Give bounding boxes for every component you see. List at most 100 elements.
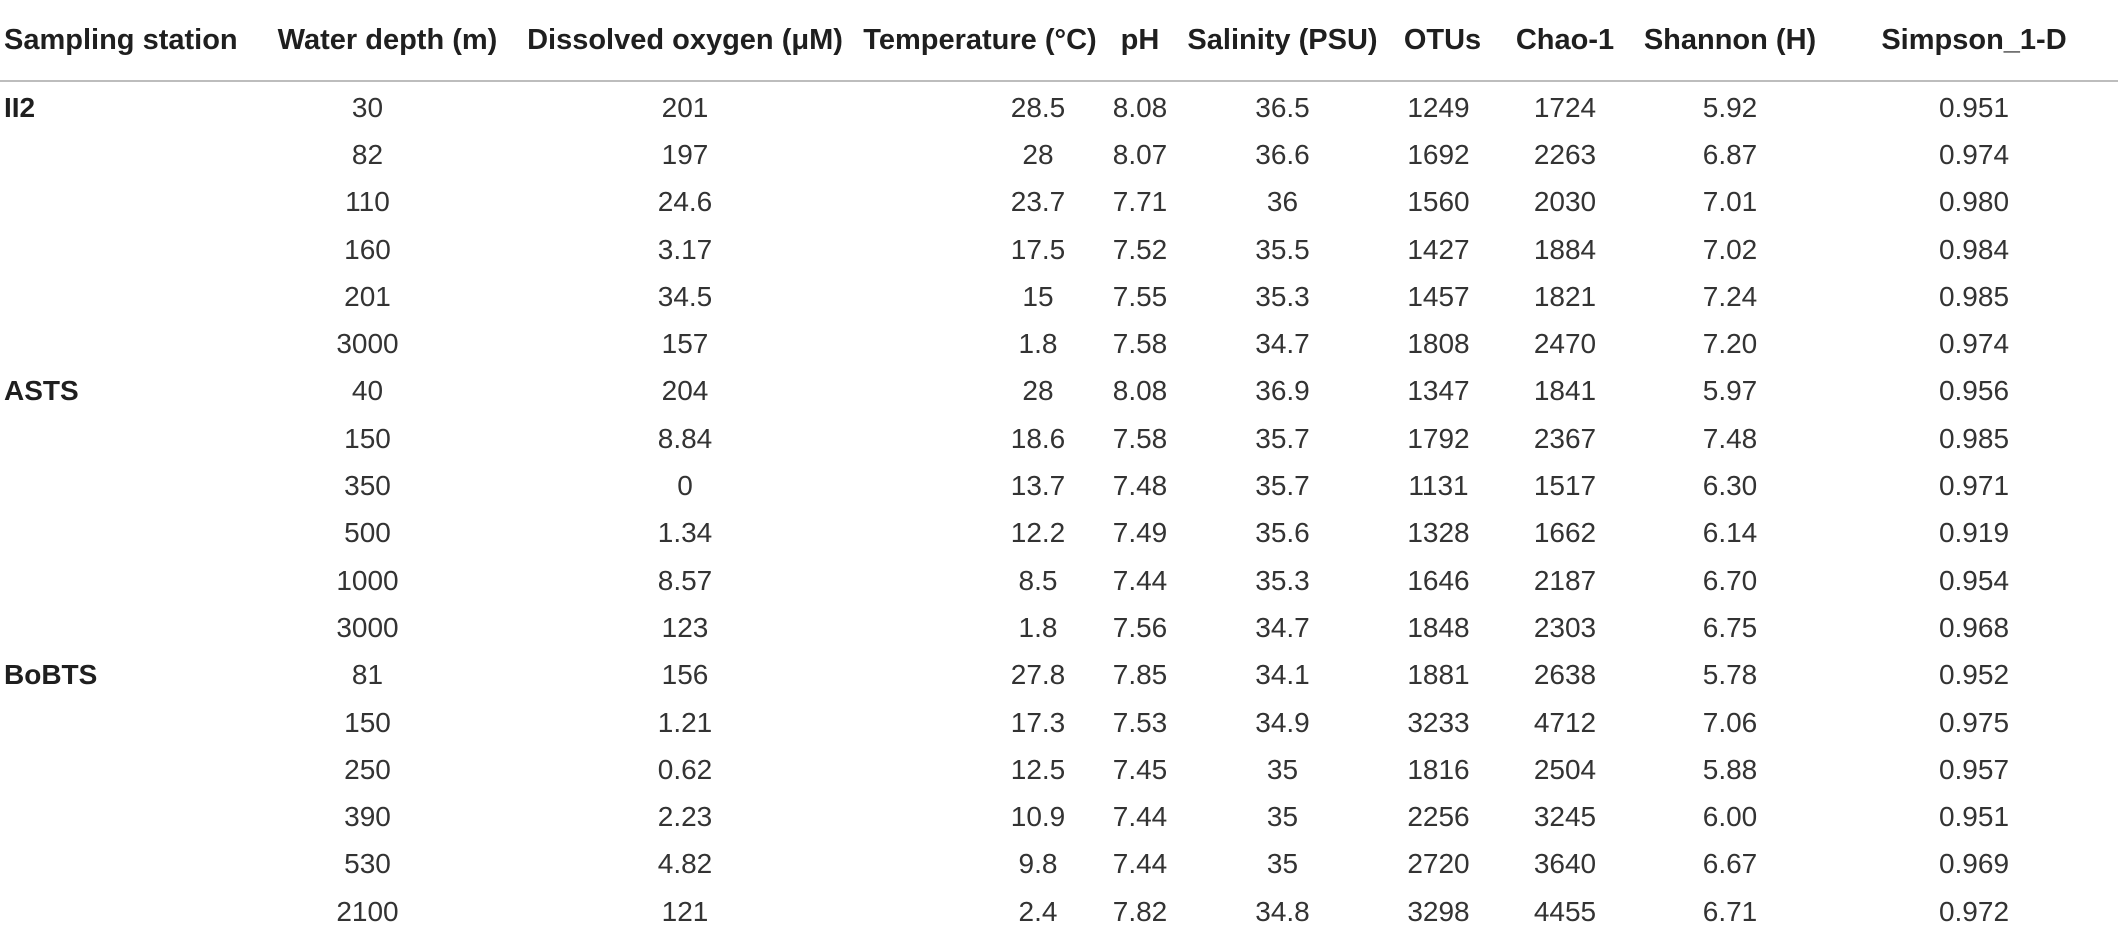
- cell-otus: 1816: [1407, 753, 1470, 785]
- cell-water-depth: 81: [351, 659, 384, 691]
- cell-water-depth: 3000: [336, 328, 399, 360]
- cell-temperature: 10.9: [1010, 801, 1066, 833]
- table-row: 150 8.84 18.6 7.58 35.7 1792 2367 7.48 0.985: [0, 415, 2118, 462]
- cell-simpson: 0.985: [1938, 422, 2010, 454]
- cell-ph: 7.48: [1112, 470, 1168, 502]
- cell-water-depth: 150: [344, 706, 391, 738]
- table-row: 150 1.21 17.3 7.53 34.9 3233 4712 7.06 0.975: [0, 699, 2118, 746]
- cell-simpson: 0.952: [1938, 659, 2010, 691]
- cell-otus: 1808: [1407, 328, 1470, 360]
- cell-shannon: 6.87: [1702, 138, 1758, 170]
- cell-sampling-station: II2: [4, 91, 36, 123]
- cell-shannon: 7.48: [1702, 422, 1758, 454]
- cell-otus: 1457: [1407, 280, 1470, 312]
- cell-dissolved-oxygen: 4.82: [657, 848, 713, 880]
- cell-temperature: 28: [1022, 375, 1054, 407]
- cell-chao1: 2187: [1533, 564, 1597, 596]
- cell-dissolved-oxygen: 201: [661, 91, 709, 123]
- cell-shannon: 7.24: [1702, 280, 1758, 312]
- cell-dissolved-oxygen: 204: [661, 375, 709, 407]
- cell-water-depth: 110: [345, 186, 390, 218]
- cell-water-depth: 3000: [336, 611, 399, 643]
- cell-otus: 1792: [1407, 422, 1470, 454]
- cell-salinity: 35: [1266, 801, 1299, 833]
- cell-sampling-station: [0, 320, 265, 367]
- cell-ph: 7.85: [1112, 659, 1168, 691]
- cell-shannon: 6.67: [1702, 848, 1758, 880]
- table-row: 500 1.34 12.2 7.49 35.6 1328 1662 6.14 0.919: [0, 510, 2118, 557]
- cell-ph: 7.55: [1112, 280, 1168, 312]
- header-temperature: Temperature (°C): [860, 0, 1100, 82]
- cell-chao1: 3245: [1533, 801, 1597, 833]
- cell-shannon: 6.14: [1702, 517, 1758, 549]
- cell-salinity: 35.7: [1255, 422, 1310, 454]
- cell-ph: 7.44: [1112, 564, 1168, 596]
- cell-water-depth: 500: [344, 517, 391, 549]
- cell-salinity: 35.6: [1255, 517, 1310, 549]
- cell-dissolved-oxygen: 3.17: [657, 233, 713, 265]
- cell-ph: 7.82: [1112, 895, 1168, 927]
- cell-temperature: 13.7: [1010, 470, 1066, 502]
- cell-shannon: 5.92: [1702, 91, 1758, 123]
- cell-ph: 8.07: [1112, 138, 1168, 170]
- cell-ph: 7.49: [1112, 517, 1168, 549]
- cell-simpson: 0.957: [1938, 753, 2010, 785]
- cell-simpson: 0.984: [1938, 233, 2010, 265]
- cell-salinity: 35.3: [1255, 280, 1310, 312]
- cell-chao1: 1517: [1533, 470, 1597, 502]
- cell-shannon: 7.06: [1702, 706, 1758, 738]
- cell-shannon: 5.97: [1702, 375, 1758, 407]
- cell-temperature: 27.8: [1010, 659, 1066, 691]
- cell-water-depth: 160: [344, 233, 391, 265]
- cell-chao1: 1841: [1533, 375, 1597, 407]
- header-sampling-station: Sampling station: [0, 0, 265, 82]
- table-row: ASTS 40 204 28 8.08 36.9 1347 1841 5.97 0.956: [0, 368, 2118, 415]
- cell-otus: 1427: [1407, 233, 1470, 265]
- cell-shannon: 6.00: [1702, 801, 1758, 833]
- cell-otus: 3233: [1407, 706, 1470, 738]
- cell-dissolved-oxygen: 8.57: [657, 564, 713, 596]
- cell-simpson: 0.968: [1938, 611, 2010, 643]
- cell-dissolved-oxygen: 8.84: [657, 422, 713, 454]
- cell-salinity: 34.7: [1255, 328, 1310, 360]
- header-chao1: Chao-1: [1500, 0, 1630, 82]
- cell-dissolved-oxygen: 121: [661, 895, 709, 927]
- cell-ph: 7.58: [1112, 328, 1168, 360]
- cell-chao1: 4712: [1533, 706, 1597, 738]
- cell-temperature: 8.5: [1018, 564, 1058, 596]
- cell-temperature: 18.6: [1010, 422, 1066, 454]
- table-row: 1000 8.57 8.5 7.44 35.3 1646 2187 6.70 0.954: [0, 557, 2118, 604]
- cell-otus: 1131: [1408, 470, 1469, 502]
- cell-sampling-station: [0, 226, 265, 273]
- cell-salinity: 35.5: [1255, 233, 1310, 265]
- cell-shannon: 5.88: [1702, 753, 1758, 785]
- cell-shannon: 7.01: [1702, 186, 1758, 218]
- cell-shannon: 6.30: [1702, 470, 1758, 502]
- cell-shannon: 6.71: [1702, 895, 1758, 927]
- cell-sampling-station: [0, 557, 265, 604]
- table-body: II2 30 201 28.5 8.08 36.5 1249 1724 5.92 0.951 82 1…: [0, 81, 2118, 935]
- cell-water-depth: 201: [344, 280, 391, 312]
- cell-sampling-station: ASTS: [4, 375, 79, 407]
- cell-simpson: 0.974: [1938, 138, 2010, 170]
- table-row: 3000 123 1.8 7.56 34.7 1848 2303 6.75 0.968: [0, 604, 2118, 651]
- cell-temperature: 1.8: [1018, 328, 1058, 360]
- cell-otus: 2720: [1407, 848, 1470, 880]
- table-row: 110 24.6 23.7 7.71 36 1560 2030 7.01 0.980: [0, 179, 2118, 226]
- cell-water-depth: 150: [344, 422, 391, 454]
- cell-simpson: 0.980: [1938, 186, 2010, 218]
- cell-ph: 7.44: [1112, 801, 1168, 833]
- cell-chao1: 2030: [1533, 186, 1597, 218]
- cell-sampling-station: [0, 841, 265, 888]
- cell-sampling-station: [0, 699, 265, 746]
- cell-sampling-station: BoBTS: [4, 659, 98, 691]
- cell-shannon: 7.20: [1702, 328, 1758, 360]
- cell-otus: 3298: [1407, 895, 1470, 927]
- cell-sampling-station: [0, 415, 265, 462]
- cell-ph: 8.08: [1112, 91, 1168, 123]
- cell-salinity: 35.3: [1255, 564, 1310, 596]
- cell-simpson: 0.971: [1938, 470, 2010, 502]
- cell-sampling-station: [0, 604, 265, 651]
- cell-temperature: 12.5: [1010, 753, 1066, 785]
